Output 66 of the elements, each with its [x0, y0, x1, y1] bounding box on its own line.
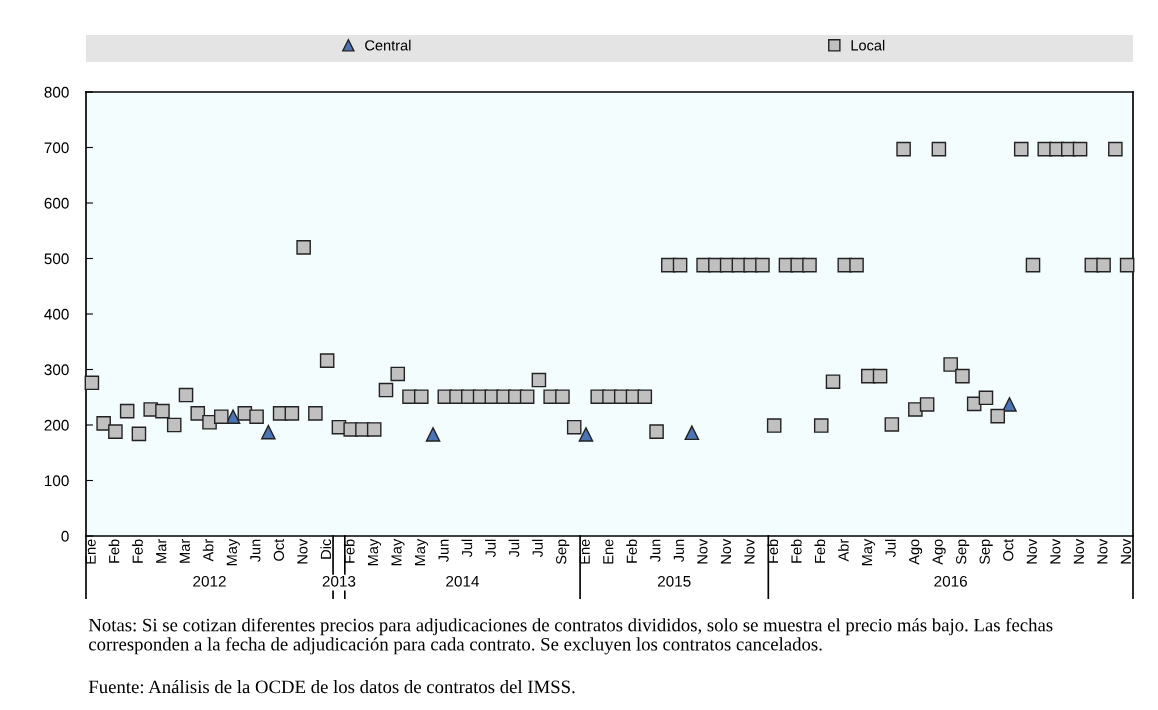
x-tick-label: Ago: [932, 539, 946, 565]
x-tick-label: Ene: [603, 539, 614, 564]
x-tick-label: Jul: [461, 539, 473, 558]
y-tick-label: 500: [44, 253, 69, 265]
x-tick-label: Jul: [508, 539, 520, 558]
point: [578, 427, 594, 442]
y-tick-label: 400: [44, 308, 69, 320]
y-tick-label: 200: [44, 419, 69, 431]
y-tick-label: 600: [44, 197, 69, 209]
x-tick-label: Feb: [132, 539, 143, 563]
x-tick-label: May: [367, 538, 382, 566]
x-tick-label: Jun: [250, 539, 261, 563]
x-tick-label: Nov: [1073, 538, 1084, 564]
x-tick-label: Sep: [979, 539, 993, 565]
x-tick-label: Jun: [673, 539, 684, 563]
point: [261, 424, 276, 440]
x-tick-label: Ago: [909, 539, 923, 565]
source-note: Fuente: Análisis de la OCDE de los datos de contratos del IMSS.: [88, 679, 575, 694]
x-tick-label: Jul: [885, 539, 896, 558]
x-tick-label: Feb: [108, 539, 120, 563]
x-tick-label: Nov: [744, 538, 755, 564]
x-tick-label: Sep: [556, 539, 570, 565]
x-tick-label: May: [862, 538, 876, 566]
x-tick-label: Nov: [1097, 538, 1108, 564]
x-tick-label: Abr: [202, 539, 214, 562]
x-tick-label: Oct: [1003, 538, 1014, 561]
x-tick-label: Jul: [485, 539, 496, 558]
x-tick-label: Jun: [438, 539, 449, 563]
text: 2013: [322, 575, 356, 587]
point: [1002, 397, 1017, 412]
point: [425, 427, 441, 442]
x-tick-label: Jul: [532, 539, 543, 558]
x-tick-label: Nov: [1026, 538, 1037, 564]
x-tick-label: Ene: [579, 539, 590, 564]
y-tick-label: 100: [45, 475, 69, 487]
x-tick-label: Nov: [720, 538, 732, 564]
x-tick-label: Mar: [156, 539, 167, 563]
x-tick-label: Nov: [1050, 538, 1061, 564]
legend-label: Central: [365, 39, 411, 51]
text: Notas: Si se cotizan diferentes precios para adjudicaciones de contratos divididos, solo se muestra el precio más bajo. Las fechas corresponden a la fecha de adjudicación para cada contrato. Se excluyen los contratos cancelados.: [88, 618, 1053, 655]
x-tick-label: Feb: [814, 539, 826, 563]
y-tick-label: 700: [44, 142, 69, 154]
x-tick-label: May: [226, 538, 240, 566]
x-tick-label: May: [415, 538, 429, 566]
x-tick-label: Nov: [697, 538, 708, 564]
x-tick-label: Mar: [179, 539, 190, 563]
text: 2016: [934, 575, 967, 587]
x-tick-label: Jun: [650, 539, 661, 563]
text: 2012: [193, 575, 226, 587]
x-tick-label: Dic: [320, 539, 332, 559]
x-tick-label: Feb: [790, 539, 802, 563]
x-tick-label: Oct: [273, 538, 285, 561]
x-tick-label: Feb: [626, 539, 637, 563]
x-tick-label: May: [391, 538, 405, 566]
y-tick-label: 0: [61, 530, 69, 542]
x-tick-label: Abr: [837, 539, 849, 562]
text: 2014: [446, 575, 479, 587]
x-tick-label: Nov: [1120, 538, 1132, 564]
x-tick-label: Ene: [85, 539, 96, 564]
x-tick-label: Nov: [297, 538, 308, 564]
text: 2015: [657, 575, 691, 587]
legend-label: Local: [851, 39, 885, 51]
point: [684, 425, 700, 441]
y-tick-label: 300: [44, 364, 69, 376]
x-tick-label: Sep: [956, 539, 970, 565]
y-tick-label: 800: [44, 86, 69, 98]
